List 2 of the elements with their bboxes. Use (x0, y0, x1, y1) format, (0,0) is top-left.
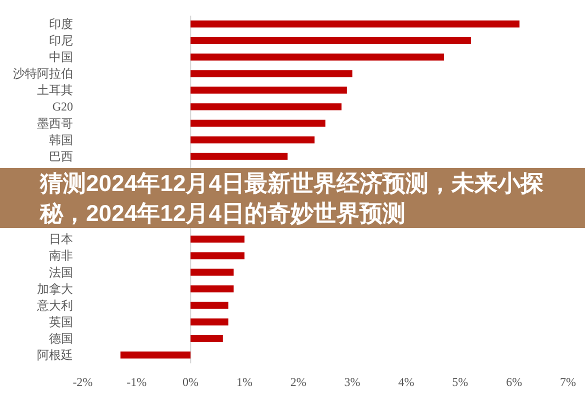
title: 猜测2024年12月4日最新世界经济预测，未来小探秘，2024年12月4日的奇妙世界预测 (0, 168, 585, 228)
text: 猜测2024年12月4日最新世界经济预测，未来小探秘，2024年12月4日的奇妙世界预测 (40, 168, 545, 228)
